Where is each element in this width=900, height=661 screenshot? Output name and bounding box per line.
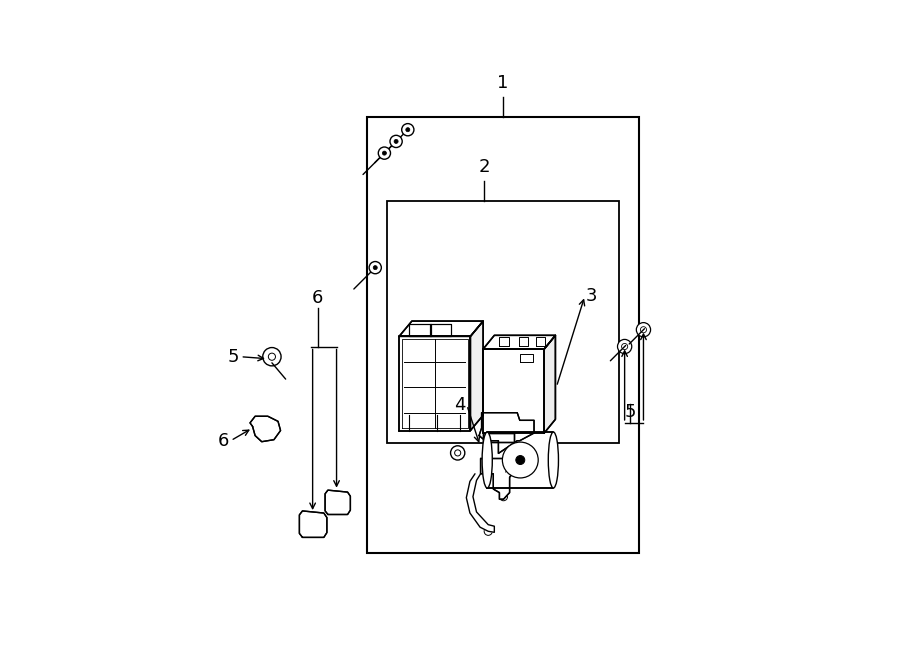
Polygon shape	[483, 349, 544, 433]
Polygon shape	[325, 490, 350, 514]
Circle shape	[500, 492, 508, 501]
Polygon shape	[479, 412, 534, 453]
Circle shape	[516, 455, 525, 465]
Circle shape	[636, 323, 651, 337]
Text: 6: 6	[312, 289, 323, 307]
Polygon shape	[400, 321, 483, 336]
Bar	[387, 202, 619, 444]
Polygon shape	[544, 335, 555, 433]
Circle shape	[369, 262, 382, 274]
Ellipse shape	[490, 402, 498, 408]
Polygon shape	[250, 416, 281, 442]
Circle shape	[382, 151, 386, 155]
Circle shape	[528, 368, 537, 377]
Circle shape	[507, 387, 517, 396]
Circle shape	[502, 442, 538, 478]
Circle shape	[268, 353, 275, 360]
Circle shape	[486, 416, 498, 427]
Circle shape	[390, 136, 402, 147]
Circle shape	[622, 344, 627, 350]
Circle shape	[490, 368, 499, 377]
Polygon shape	[483, 433, 514, 442]
Polygon shape	[429, 324, 451, 336]
Circle shape	[406, 128, 410, 132]
Circle shape	[484, 527, 492, 535]
Text: 6: 6	[218, 432, 230, 449]
Polygon shape	[471, 321, 483, 430]
Circle shape	[309, 523, 318, 532]
Circle shape	[334, 501, 342, 510]
Polygon shape	[487, 432, 554, 488]
Circle shape	[617, 339, 632, 354]
Circle shape	[490, 462, 500, 472]
Polygon shape	[300, 511, 327, 537]
Polygon shape	[466, 474, 494, 532]
Ellipse shape	[548, 432, 559, 488]
Text: 5: 5	[625, 403, 636, 420]
Polygon shape	[410, 324, 431, 336]
Circle shape	[454, 450, 461, 456]
Circle shape	[641, 327, 646, 332]
Circle shape	[374, 266, 377, 270]
Circle shape	[263, 348, 281, 366]
Circle shape	[401, 124, 414, 136]
Circle shape	[394, 139, 398, 143]
Circle shape	[451, 446, 464, 460]
Polygon shape	[400, 336, 471, 430]
Text: 5: 5	[228, 348, 238, 366]
Ellipse shape	[490, 388, 498, 395]
Text: 4: 4	[454, 396, 465, 414]
Ellipse shape	[482, 432, 492, 488]
Circle shape	[509, 368, 518, 377]
Text: 1: 1	[498, 74, 508, 92]
Polygon shape	[483, 335, 555, 349]
Polygon shape	[481, 459, 512, 499]
Bar	[367, 118, 639, 553]
Text: 2: 2	[479, 158, 490, 176]
Circle shape	[378, 147, 391, 159]
Circle shape	[261, 424, 270, 434]
Text: 3: 3	[586, 287, 598, 305]
